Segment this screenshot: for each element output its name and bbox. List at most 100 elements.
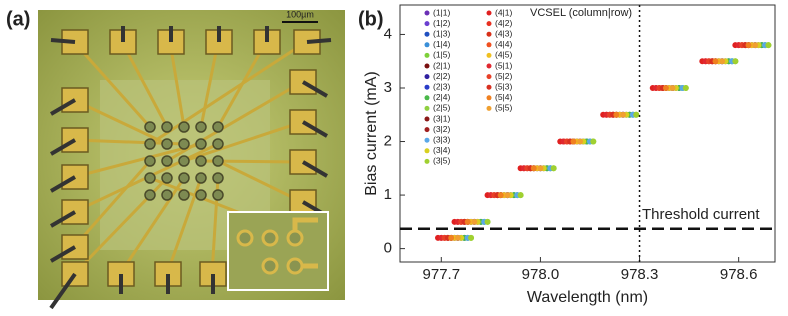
legend-marker — [486, 105, 492, 111]
legend-marker — [486, 42, 492, 48]
legend-label: (4|3) — [495, 28, 512, 38]
data-point — [732, 58, 739, 65]
annotation: Threshold current — [642, 206, 760, 223]
data-point — [484, 218, 491, 225]
legend-label: (4|5) — [495, 50, 512, 60]
data-point — [471, 218, 478, 225]
data-point — [577, 138, 584, 145]
plot: 977.7 978.0 978.3 978.6 0 1 2 3 4 Wavelength (nm)… — [363, 4, 776, 306]
legend-marker — [424, 137, 430, 143]
legend-label: (3|4) — [433, 145, 450, 155]
vcsel — [212, 121, 224, 133]
data-point — [468, 234, 475, 241]
legend-label: (4|4) — [495, 39, 512, 49]
data-point — [633, 111, 640, 118]
bond-wire — [49, 175, 77, 193]
trace — [72, 160, 152, 248]
data-point — [454, 234, 461, 241]
legend-label: (3|1) — [433, 113, 450, 123]
x-tick-label: 978.6 — [720, 266, 758, 283]
inset-vcsel — [236, 229, 254, 247]
y-tick-label: 4 — [384, 25, 392, 42]
chip-photo — [38, 10, 345, 310]
legend-label: (4|1) — [495, 7, 512, 17]
y-tick-label: 3 — [384, 79, 392, 96]
trace — [199, 41, 220, 128]
data-point — [464, 218, 471, 225]
inset-trace — [292, 217, 318, 269]
trace — [168, 41, 186, 128]
legend-label: (1|1) — [433, 7, 450, 17]
data-point — [497, 192, 504, 199]
legend-marker — [486, 95, 492, 101]
trace — [166, 80, 303, 163]
legend-marker — [424, 63, 430, 69]
x-tick-label: 978.0 — [522, 266, 560, 283]
trace — [72, 41, 152, 128]
data-point — [682, 84, 689, 91]
y-tick-label: 0 — [384, 240, 392, 257]
vcsel — [178, 172, 190, 184]
legend-marker — [424, 116, 430, 122]
legend-label: (5|5) — [495, 103, 512, 113]
legend-marker — [424, 74, 430, 80]
data-point — [719, 58, 726, 65]
vcsel — [195, 121, 207, 133]
inset-vcsel — [286, 257, 304, 275]
vcsel — [195, 189, 207, 201]
legend-label: (5|3) — [495, 81, 512, 91]
legend-marker — [486, 21, 492, 27]
data-point — [550, 165, 557, 172]
scale-bar-label: 100µm — [286, 9, 314, 19]
data-point — [752, 42, 759, 49]
vcsel — [195, 172, 207, 184]
legend-marker — [424, 127, 430, 133]
x-axis-label: Wavelength (nm) — [527, 289, 648, 306]
legend-label: (2|3) — [433, 81, 450, 91]
vcsel — [161, 189, 173, 201]
legend-label: (1|2) — [433, 18, 450, 28]
vcsel — [161, 172, 173, 184]
legend-marker — [486, 63, 492, 69]
y-tick-label: 1 — [384, 186, 392, 203]
legend-marker — [424, 52, 430, 58]
trace — [73, 142, 202, 179]
pad — [289, 109, 317, 135]
bond-wire — [49, 98, 77, 116]
data-point — [669, 84, 676, 91]
bond-wire — [301, 80, 329, 98]
bond-wire — [301, 160, 329, 178]
data-point — [517, 192, 524, 199]
trace — [165, 177, 203, 275]
vcsel — [161, 121, 173, 133]
vcsel — [178, 121, 190, 133]
vcsel — [212, 189, 224, 201]
data-point — [530, 165, 537, 172]
vcsel — [161, 155, 173, 167]
inset — [227, 211, 329, 291]
vcsel — [161, 138, 173, 150]
data-point — [712, 58, 719, 65]
data-point — [537, 165, 544, 172]
legend-marker — [486, 52, 492, 58]
x-tick-label: 978.3 — [621, 266, 659, 283]
legend-marker — [424, 42, 430, 48]
legend-label: (5|2) — [495, 71, 512, 81]
bond-wire — [49, 210, 77, 228]
trace — [183, 120, 303, 163]
legend-label: (2|1) — [433, 60, 450, 70]
legend-label: (2|5) — [433, 103, 450, 113]
bond-wire — [49, 272, 77, 310]
legend-marker — [424, 31, 430, 37]
legend-marker — [424, 10, 430, 16]
inset-vcsel — [261, 257, 279, 275]
y-tick-label: 2 — [384, 133, 392, 150]
vcsel — [144, 121, 156, 133]
legend-label: (4|2) — [495, 18, 512, 28]
legend-marker — [424, 105, 430, 111]
vcsel — [144, 155, 156, 167]
legend-marker — [486, 10, 492, 16]
vcsel — [178, 155, 190, 167]
bond-wire — [301, 120, 329, 138]
